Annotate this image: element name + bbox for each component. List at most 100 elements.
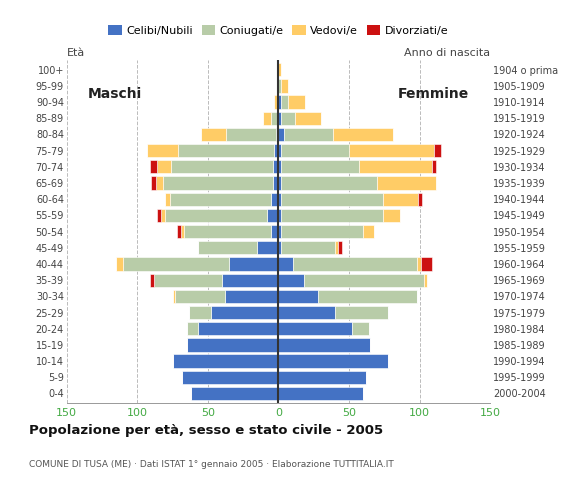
Bar	[150, 274, 154, 287]
Bar	[274, 144, 278, 157]
Bar	[178, 144, 274, 157]
Legend: Celibi/Nubili, Coniugati/e, Vedovi/e, Divorziati/e: Celibi/Nubili, Coniugati/e, Vedovi/e, Di…	[104, 21, 453, 41]
Bar	[377, 176, 437, 190]
Bar	[198, 241, 257, 254]
Bar	[304, 274, 424, 287]
Bar	[183, 371, 278, 384]
Bar	[278, 322, 352, 336]
Bar	[278, 63, 281, 76]
Bar	[363, 225, 374, 238]
Bar	[421, 257, 432, 271]
Bar	[271, 192, 278, 206]
Text: COMUNE DI TUSA (ME) · Dati ISTAT 1° gennaio 2005 · Elaborazione TUTTITALIA.IT: COMUNE DI TUSA (ME) · Dati ISTAT 1° genn…	[29, 459, 394, 468]
Bar	[432, 160, 437, 173]
Bar	[335, 306, 389, 319]
Bar	[150, 160, 157, 173]
Bar	[222, 274, 278, 287]
Bar	[170, 192, 271, 206]
Bar	[165, 192, 170, 206]
Bar	[281, 160, 359, 173]
Bar	[278, 160, 281, 173]
Bar	[271, 112, 278, 125]
Bar	[334, 128, 393, 141]
Bar	[434, 144, 441, 157]
Bar	[278, 338, 370, 351]
Bar	[292, 257, 416, 271]
Bar	[271, 225, 278, 238]
Bar	[184, 225, 271, 238]
Bar	[162, 176, 273, 190]
Bar	[349, 144, 434, 157]
Bar	[278, 354, 389, 368]
Bar	[281, 192, 383, 206]
Bar	[276, 128, 278, 141]
Bar	[157, 160, 171, 173]
Bar	[187, 322, 198, 336]
Bar	[281, 144, 349, 157]
Bar	[281, 225, 363, 238]
Bar	[278, 225, 281, 238]
Bar	[281, 79, 288, 93]
Bar	[225, 290, 278, 303]
Text: Anno di nascita: Anno di nascita	[404, 48, 490, 58]
Bar	[335, 241, 338, 254]
Bar	[295, 112, 321, 125]
Bar	[278, 209, 281, 222]
Bar	[278, 387, 363, 400]
Bar	[338, 241, 342, 254]
Text: Maschi: Maschi	[88, 87, 142, 101]
Bar	[175, 290, 225, 303]
Bar	[274, 96, 278, 109]
Bar	[278, 241, 281, 254]
Bar	[151, 176, 155, 190]
Bar	[278, 257, 292, 271]
Bar	[263, 112, 271, 125]
Bar	[278, 176, 281, 190]
Bar	[278, 112, 281, 125]
Bar	[359, 160, 432, 173]
Bar	[278, 144, 281, 157]
Bar	[257, 241, 278, 254]
Bar	[267, 209, 278, 222]
Bar	[123, 257, 229, 271]
Bar	[177, 225, 181, 238]
Bar	[418, 192, 422, 206]
Bar	[273, 176, 278, 190]
Bar	[187, 338, 278, 351]
Bar	[165, 209, 267, 222]
Bar	[281, 176, 377, 190]
Text: Femmine: Femmine	[398, 87, 469, 101]
Bar	[281, 96, 288, 109]
Text: Età: Età	[67, 48, 85, 58]
Bar	[278, 371, 366, 384]
Bar	[161, 209, 165, 222]
Bar	[383, 209, 400, 222]
Bar	[154, 274, 222, 287]
Bar	[284, 128, 334, 141]
Bar	[181, 225, 184, 238]
Bar	[229, 257, 278, 271]
Bar	[226, 128, 276, 141]
Bar	[173, 354, 278, 368]
Bar	[424, 274, 427, 287]
Bar	[155, 176, 162, 190]
Bar	[147, 144, 178, 157]
Bar	[281, 209, 383, 222]
Bar	[383, 192, 418, 206]
Bar	[278, 79, 281, 93]
Bar	[198, 322, 278, 336]
Bar	[211, 306, 278, 319]
Bar	[288, 96, 305, 109]
Bar	[171, 160, 273, 173]
Bar	[278, 192, 281, 206]
Bar	[281, 112, 295, 125]
Bar	[278, 290, 318, 303]
Bar	[281, 241, 335, 254]
Bar	[318, 290, 416, 303]
Bar	[278, 274, 304, 287]
Bar	[157, 209, 161, 222]
Bar	[416, 257, 421, 271]
Bar	[173, 290, 175, 303]
Bar	[278, 306, 335, 319]
Bar	[116, 257, 123, 271]
